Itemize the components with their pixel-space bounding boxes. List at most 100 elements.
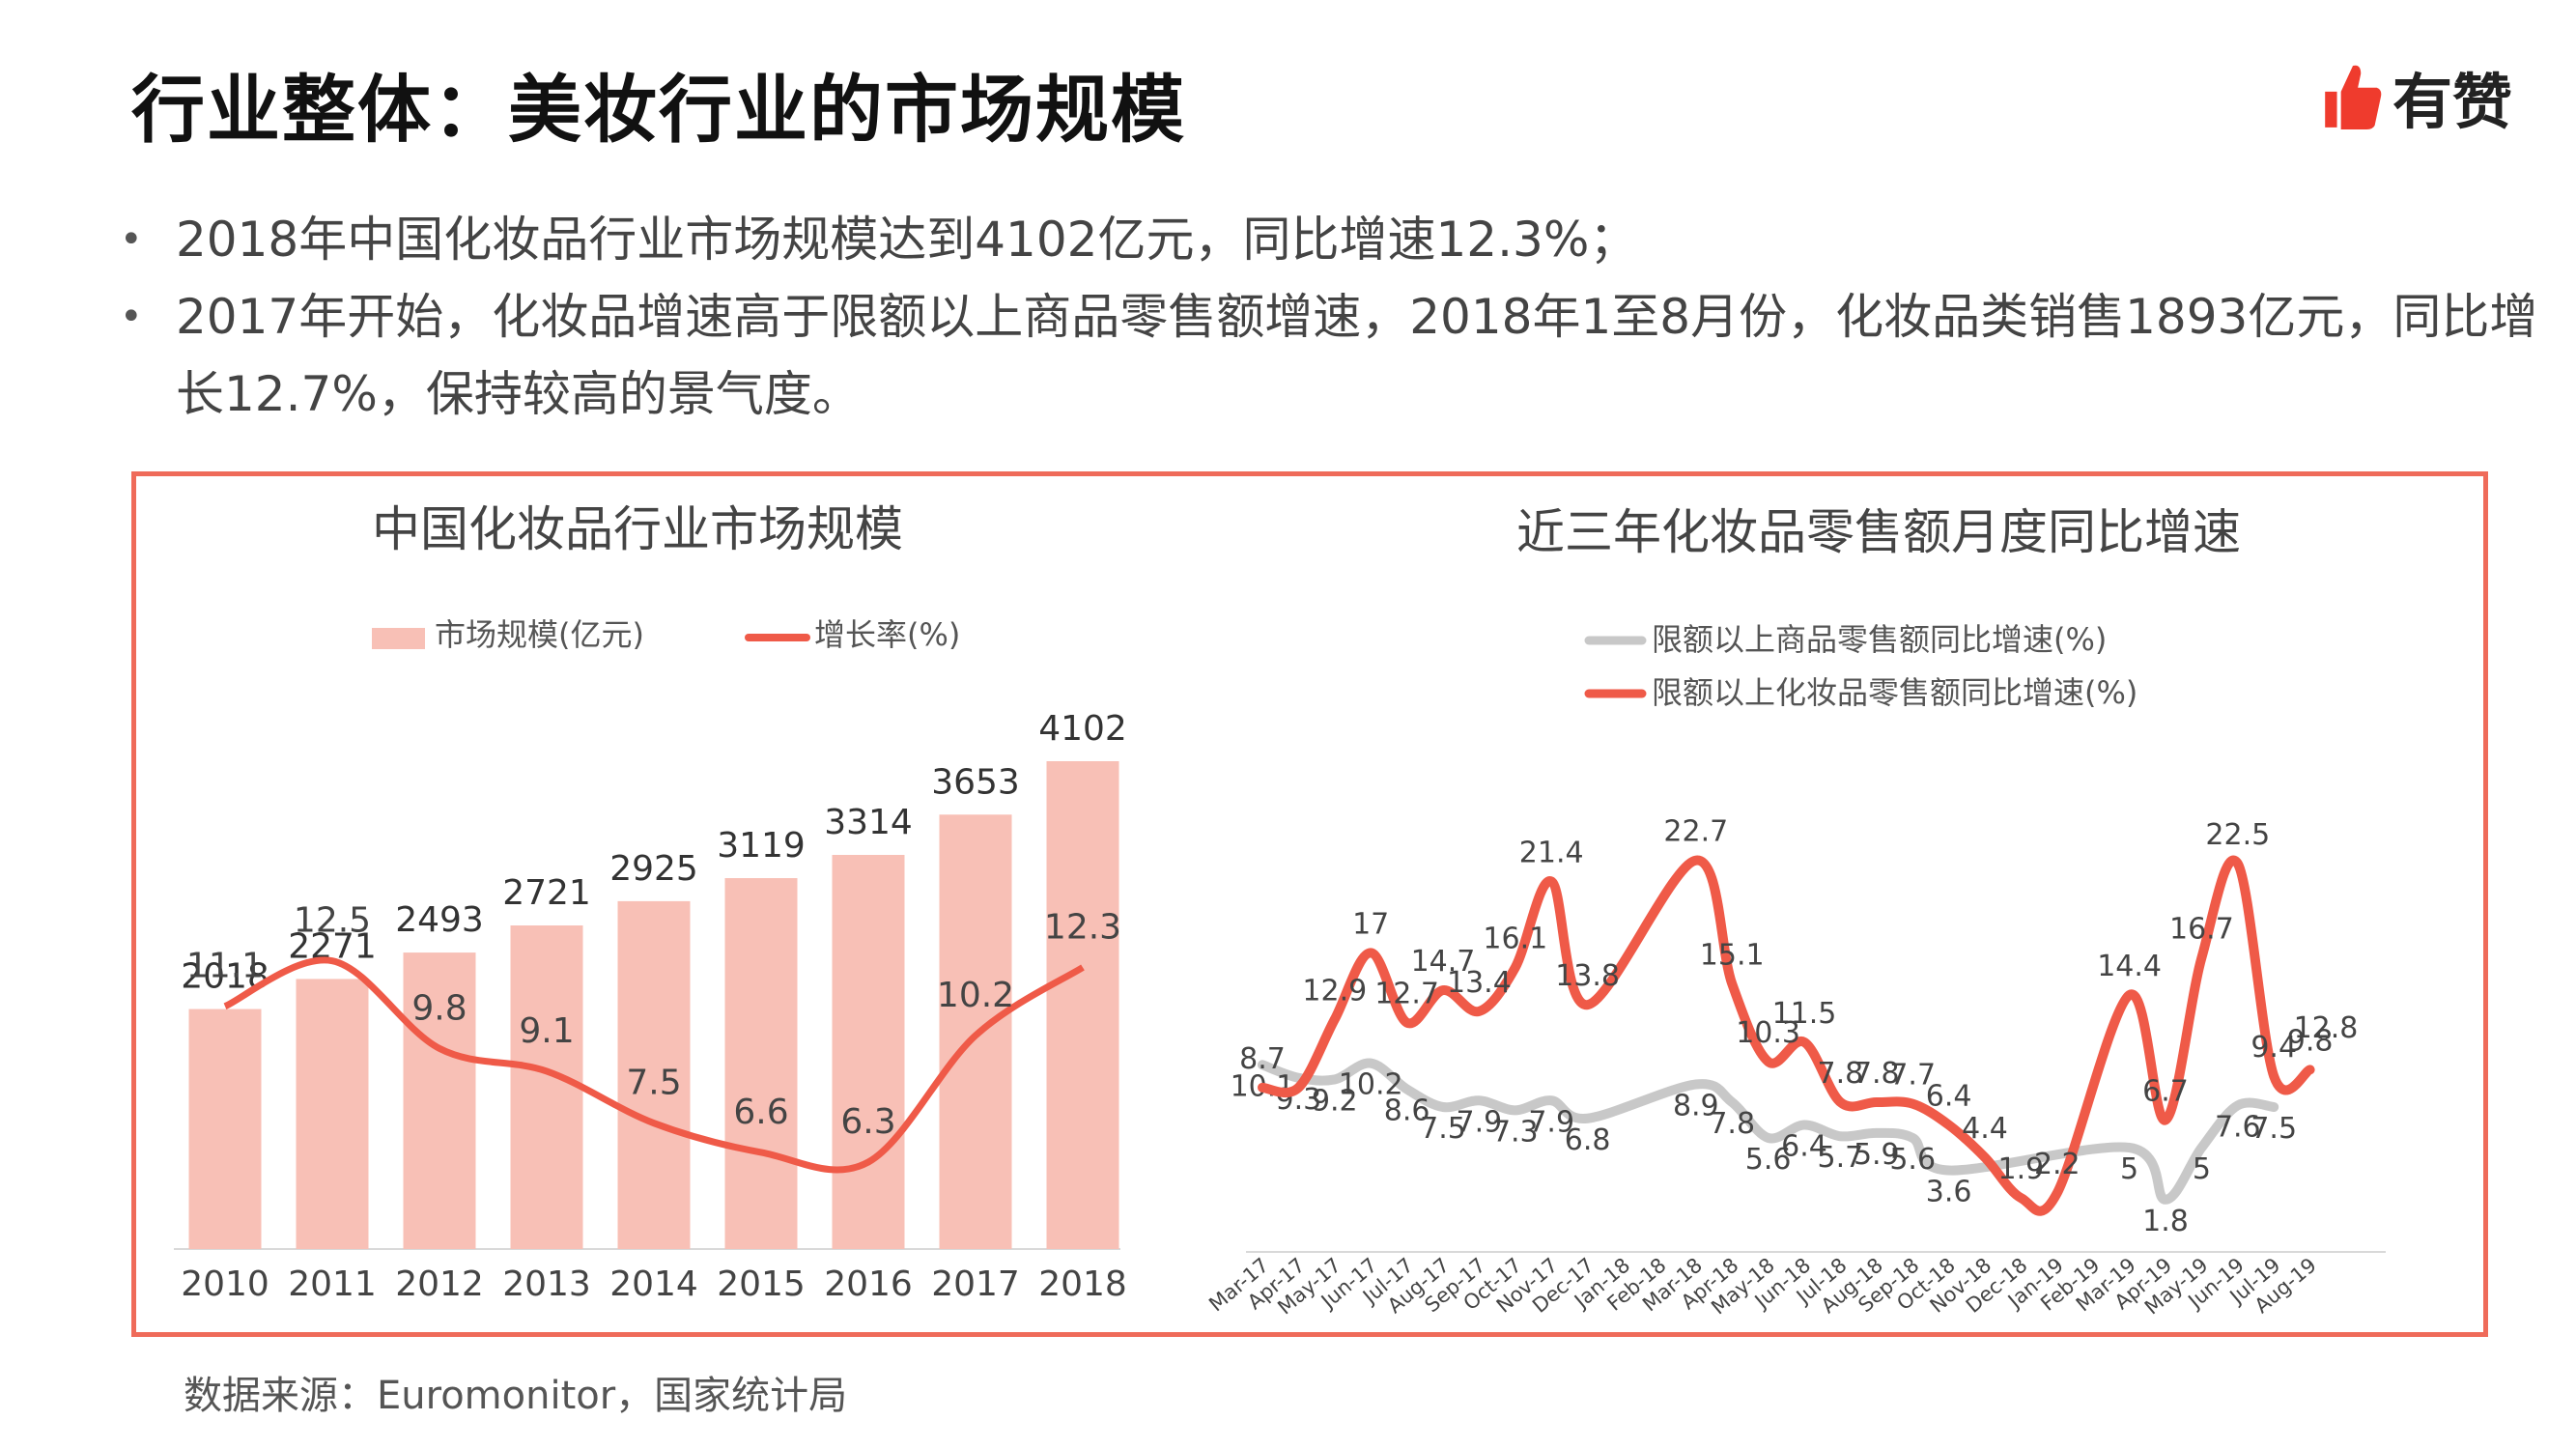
bar-value-label: 3653 (931, 762, 1020, 802)
bullet-text: 2017年开始，化妆品增速高于限额以上商品零售额增速，2018年1至8月份，化妆… (176, 289, 2538, 422)
data-label: 7.5 (2250, 1112, 2297, 1146)
legend-line-label: 增长率(%) (814, 616, 960, 653)
data-label: 16.7 (2169, 912, 2234, 946)
bar (617, 900, 691, 1249)
red-series-line (1258, 855, 2315, 1216)
bullet-item: • 2018年中国化妆品行业市场规模达到4102亿元，同比增速12.3%； (106, 201, 2540, 278)
data-label: 12.7 (1374, 978, 1439, 1011)
data-label: 5 (2120, 1152, 2138, 1186)
bar-value-label: 3314 (824, 803, 913, 842)
data-label: 5.9 (1854, 1138, 1900, 1172)
bar-value-label: 4102 (1038, 709, 1127, 749)
data-label: 7.8 (1854, 1057, 1900, 1091)
line-value-label: 12.3 (1044, 907, 1121, 947)
line-value-label: 12.5 (294, 901, 371, 941)
x-tick-label: 2011 (288, 1264, 377, 1304)
chart-frame (131, 471, 2488, 1337)
data-label: 6.4 (1926, 1079, 1972, 1113)
data-label: 1.9 (1998, 1152, 2045, 1186)
legend-bar-swatch (372, 628, 425, 649)
data-label: 5.7 (1818, 1141, 1864, 1175)
data-label: 8.9 (1673, 1089, 1719, 1122)
bar (296, 979, 369, 1249)
gray-series-line (1258, 1058, 2279, 1205)
bar-value-label: 3119 (717, 826, 806, 866)
line-value-label: 6.6 (733, 1093, 788, 1132)
data-label: 9.4 (2250, 1031, 2297, 1065)
data-label: 13.8 (1555, 959, 1620, 993)
line-value-label: 9.8 (411, 988, 467, 1028)
bar-value-label: 2493 (395, 900, 484, 940)
legend-red-label: 限额以上化妆品零售额同比增速(%) (1652, 674, 2137, 711)
bar (1046, 761, 1119, 1249)
bullet-dot-icon: • (120, 295, 143, 339)
x-tick-label: 2013 (502, 1264, 591, 1304)
bar (403, 952, 476, 1249)
summary-bullets: • 2018年中国化妆品行业市场规模达到4102亿元，同比增速12.3%； • … (106, 201, 2540, 433)
x-tick-label: 2014 (609, 1264, 698, 1304)
bullet-text: 2018年中国化妆品行业市场规模达到4102亿元，同比增速12.3%； (176, 212, 1638, 268)
bar-value-label: 2721 (502, 873, 591, 913)
chart1-title: 中国化妆品行业市场规模 (372, 501, 903, 557)
data-label: 7.6 (2215, 1110, 2261, 1144)
data-label: 6.4 (1781, 1129, 1827, 1163)
thumbs-up-icon (2325, 65, 2382, 129)
logo-text: 有赞 (2392, 67, 2513, 137)
bullet-item: • 2017年开始，化妆品增速高于限额以上商品零售额增速，2018年1至8月份，… (106, 278, 2540, 433)
data-label: 1.8 (2142, 1205, 2189, 1238)
data-label: 9.8 (2287, 1024, 2334, 1058)
x-tick-label: 2012 (395, 1264, 484, 1304)
data-label: 21.4 (1519, 836, 1584, 869)
line-value-label: 10.2 (937, 976, 1014, 1015)
data-label: 22.7 (1663, 815, 1728, 849)
data-label: 4.4 (1962, 1112, 2008, 1146)
data-label: 6.8 (1565, 1123, 1611, 1157)
data-label: 6.7 (2142, 1074, 2189, 1108)
data-label: 7.3 (1492, 1115, 1539, 1149)
x-tick-label: 2015 (717, 1264, 806, 1304)
x-tick-label: 2016 (824, 1264, 913, 1304)
data-source: 数据来源：Euromonitor，国家统计局 (184, 1374, 848, 1418)
bar (832, 855, 905, 1249)
logo: 有赞 (2323, 58, 2512, 137)
bar-value-label: 2925 (609, 849, 698, 889)
data-label: 10.2 (1339, 1068, 1403, 1102)
line-value-label: 11.1 (186, 947, 264, 986)
bullet-dot-icon: • (120, 217, 143, 262)
bar (510, 925, 583, 1249)
legend-gray-label: 限额以上商品零售额同比增速(%) (1652, 621, 2107, 658)
data-label: 7.7 (1889, 1059, 1936, 1093)
data-label: 16.1 (1483, 923, 1547, 956)
bar (188, 1009, 262, 1249)
data-label: 5.6 (1745, 1143, 1792, 1177)
data-label: 3.6 (1926, 1176, 1972, 1209)
data-label: 7.9 (1528, 1105, 1574, 1139)
data-label: 15.1 (1700, 938, 1765, 972)
data-label: 14.4 (2097, 950, 2162, 983)
growth-line (223, 956, 1085, 1174)
x-tick-label: 2018 (1038, 1264, 1127, 1304)
data-label: 13.4 (1447, 966, 1512, 1000)
line-value-label: 9.1 (519, 1011, 574, 1051)
data-label: 10.3 (1736, 1016, 1800, 1050)
legend-bar-label: 市场规模(亿元) (435, 616, 644, 653)
data-label: 22.5 (2205, 818, 2270, 852)
x-tick-label: 2017 (931, 1264, 1020, 1304)
data-label: 2.2 (2034, 1148, 2081, 1181)
data-label: 7.8 (1709, 1107, 1755, 1141)
bar (724, 878, 798, 1249)
data-label: 9.2 (1312, 1084, 1358, 1118)
data-label: 11.5 (1772, 997, 1837, 1031)
data-label: 7.9 (1457, 1105, 1503, 1139)
data-label: 12.9 (1302, 974, 1367, 1008)
data-label: 8.6 (1384, 1094, 1430, 1128)
data-label: 12.8 (2294, 1011, 2359, 1045)
chart2-title: 近三年化妆品零售额月度同比增速 (1516, 504, 2241, 560)
data-label: 5.6 (1889, 1143, 1936, 1177)
data-label: 8.7 (1239, 1042, 1286, 1076)
data-label: 7.8 (1818, 1057, 1864, 1091)
x-tick-label: 2010 (181, 1264, 269, 1304)
data-label: 7.5 (1420, 1112, 1466, 1146)
page-title: 行业整体：美妆行业的市场规模 (131, 67, 1186, 153)
